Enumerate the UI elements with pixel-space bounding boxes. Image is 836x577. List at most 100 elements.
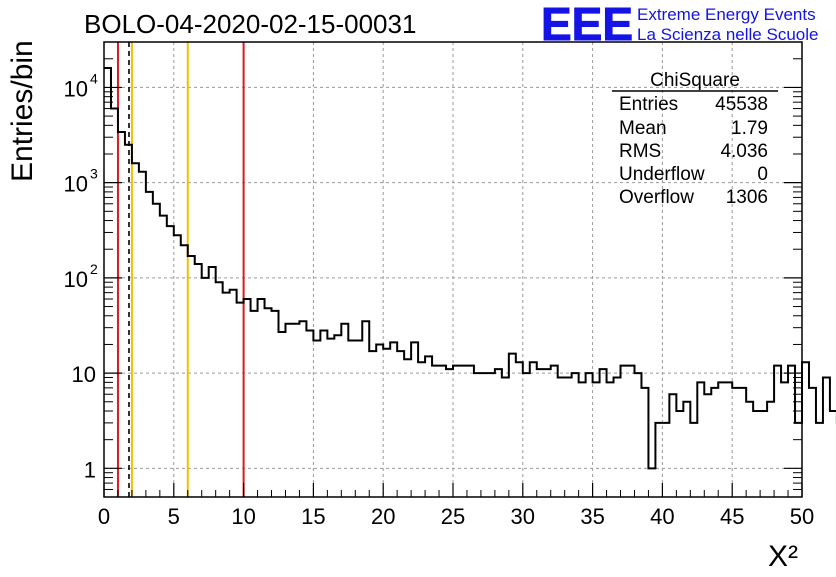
histogram-bin [383, 349, 390, 497]
histogram-bin [348, 341, 355, 497]
histogram-bin [586, 373, 593, 497]
histogram-bin [739, 388, 746, 497]
x-tick-label: 25 [441, 504, 465, 529]
histogram-bin [411, 342, 418, 497]
histogram-bin [181, 245, 188, 497]
x-tick-label: 5 [168, 504, 180, 529]
histogram-bin [439, 366, 446, 497]
histogram-bin [285, 324, 292, 497]
histogram-bin [669, 394, 676, 497]
x-axis-label: X² [768, 540, 798, 572]
grid-lines [104, 42, 802, 497]
histogram-bin [125, 145, 132, 497]
logo-line2: La Scienza nelle Scuole [637, 25, 818, 44]
histogram-bin [830, 411, 836, 497]
histogram-bin [816, 423, 823, 497]
stats-box: ChiSquare Entries 45538 Mean 1.79 RMS 4.… [612, 70, 778, 208]
histogram-bin [111, 109, 118, 497]
stats-label-entries: Entries [619, 94, 678, 115]
histogram-bin [753, 411, 760, 497]
y-tick-label: 10 [64, 76, 88, 101]
x-tick-label: 20 [371, 504, 395, 529]
histogram-bin [230, 290, 237, 497]
histogram-bin [306, 331, 313, 497]
histogram-bin [167, 226, 174, 497]
histogram-bin [809, 388, 816, 497]
histogram-bin [558, 377, 565, 497]
histogram-bin [781, 382, 788, 497]
histogram-bin [209, 267, 216, 497]
histogram-bin [795, 423, 802, 497]
histogram-bin [537, 369, 544, 497]
histogram-bin [272, 311, 279, 497]
histogram-bin [265, 308, 272, 497]
histogram-outline [104, 66, 836, 470]
histogram-bin [711, 388, 718, 497]
x-tick-label: 50 [790, 504, 814, 529]
histogram-bin [362, 321, 369, 497]
y-tick-exponent: 4 [90, 70, 98, 86]
stats-value-overflow: 1306 [726, 187, 768, 208]
histogram-bin [732, 388, 739, 497]
histogram-bin [641, 388, 648, 497]
x-tick-label: 15 [301, 504, 325, 529]
histogram-series [104, 66, 836, 497]
histogram-bin [474, 373, 481, 497]
histogram-bin [655, 423, 662, 497]
histogram-bin [502, 377, 509, 497]
chart-title: BOLO-04-2020-02-15-00031 [84, 9, 416, 39]
x-axis-ticks: 0 5 10 15 20 25 30 35 40 45 50 [98, 483, 814, 529]
stats-title: ChiSquare [650, 70, 740, 91]
histogram-bin [495, 369, 502, 497]
histogram-bin [237, 303, 244, 497]
histogram-bin [216, 282, 223, 497]
histogram-bin [565, 377, 572, 497]
y-tick-exponent: 3 [90, 166, 98, 182]
stats-label-overflow: Overflow [619, 187, 694, 208]
histogram-bin [676, 411, 683, 497]
histogram-bin [551, 366, 558, 497]
histogram-bin [718, 382, 725, 497]
x-tick-label: 40 [650, 504, 674, 529]
histogram-bin [690, 423, 697, 497]
histogram-bin [341, 324, 348, 497]
histogram-bin [621, 366, 628, 497]
x-tick-label: 30 [511, 504, 535, 529]
histogram-bin [760, 411, 767, 497]
stats-value-mean: 1.79 [731, 118, 768, 139]
histogram-bin [369, 351, 376, 497]
histogram-bin [188, 256, 195, 497]
histogram-bin [600, 369, 607, 497]
histogram-bin [648, 468, 655, 497]
y-tick-label: 1 [84, 457, 96, 482]
histogram-bin [460, 366, 467, 497]
histogram-bin [139, 172, 146, 497]
histogram-bin [523, 373, 530, 497]
histogram-bin [355, 341, 362, 497]
logo-line1: Extreme Energy Events [637, 5, 816, 24]
histogram-bin [279, 332, 286, 497]
histogram-bin [509, 354, 516, 497]
stats-label-mean: Mean [619, 118, 667, 139]
histogram-bin [614, 377, 621, 497]
histogram-bin [683, 402, 690, 497]
histogram-bin [160, 216, 167, 497]
histogram-bin [481, 373, 488, 497]
histogram-bin [725, 382, 732, 497]
histogram-bin [132, 163, 139, 497]
histogram-bin [251, 311, 258, 497]
histogram-bin [390, 342, 397, 497]
x-tick-label: 0 [98, 504, 110, 529]
histogram-bin [746, 402, 753, 497]
histogram-bin [320, 331, 327, 497]
histogram-bin [634, 373, 641, 497]
histogram-bin [432, 366, 439, 497]
histogram-bin [802, 362, 809, 497]
histogram-bin [628, 366, 635, 497]
stats-value-entries: 45538 [715, 94, 768, 115]
histogram-bin [299, 321, 306, 497]
stats-value-underflow: 0 [757, 164, 768, 185]
logo-eee: EEE [541, 0, 633, 50]
y-tick-label: 10 [64, 172, 88, 197]
histogram-bin [258, 299, 265, 497]
